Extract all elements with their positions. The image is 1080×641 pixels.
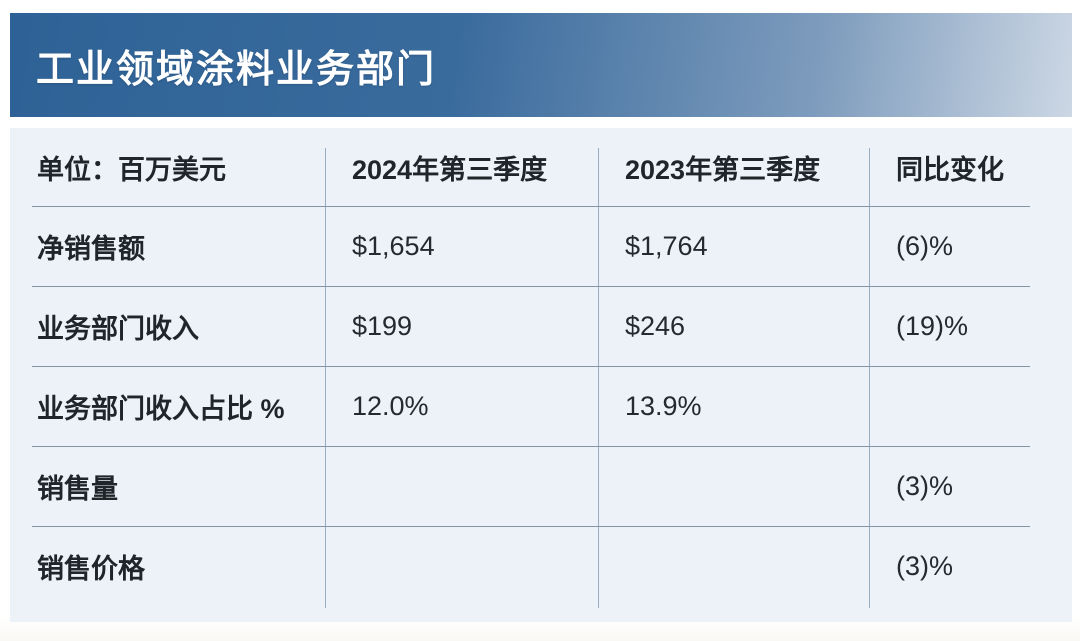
table-header-row: 单位：百万美元 2024年第三季度 2023年第三季度 同比变化: [10, 128, 1072, 206]
value-q3-2023: [598, 526, 869, 606]
value-q3-2024: [325, 526, 598, 606]
table-row-segment-income-margin: 业务部门收入占比 % 12.0% 13.9%: [10, 366, 1072, 446]
value-q3-2024: [325, 446, 598, 526]
value-yoy: (3)%: [896, 470, 954, 501]
row-label: 净销售额: [37, 233, 145, 264]
table-row-sales-volume: 销售量 (3)%: [10, 446, 1072, 526]
value-yoy: (19)%: [896, 310, 969, 341]
column-divider-3: [869, 148, 870, 608]
value-yoy: [869, 366, 1072, 446]
value-yoy: (3)%: [896, 550, 954, 581]
row-label: 销售价格: [37, 553, 145, 584]
value-q3-2023: 13.9%: [625, 390, 702, 421]
table-row-segment-income: 业务部门收入 $199 $246 (19)%: [10, 286, 1072, 366]
value-yoy: (6)%: [896, 230, 954, 261]
table-row-selling-price: 销售价格 (3)%: [10, 526, 1072, 606]
row-label: 销售量: [37, 473, 118, 504]
header-q3-2023: 2023年第三季度: [625, 154, 821, 185]
table-row-net-sales: 净销售额 $1,654 $1,764 (6)%: [10, 206, 1072, 286]
title-banner: 工业领域涂料业务部门: [10, 13, 1072, 117]
header-yoy-change: 同比变化: [896, 154, 1004, 185]
value-q3-2023: [598, 446, 869, 526]
column-divider-1: [325, 148, 326, 608]
value-q3-2024: $1,654: [352, 230, 435, 261]
page-title: 工业领域涂料业务部门: [36, 48, 437, 91]
financial-table: 单位：百万美元 2024年第三季度 2023年第三季度 同比变化 净销售额 $1…: [10, 128, 1072, 622]
value-q3-2023: $1,764: [625, 230, 708, 261]
row-label: 业务部门收入占比 %: [37, 393, 285, 424]
row-label: 业务部门收入: [37, 313, 199, 344]
column-divider-2: [598, 148, 599, 608]
value-q3-2024: 12.0%: [352, 390, 429, 421]
header-unit-note: 单位：百万美元: [37, 154, 226, 185]
value-q3-2023: $246: [625, 310, 686, 341]
header-q3-2024: 2024年第三季度: [352, 154, 548, 185]
value-q3-2024: $199: [352, 310, 413, 341]
